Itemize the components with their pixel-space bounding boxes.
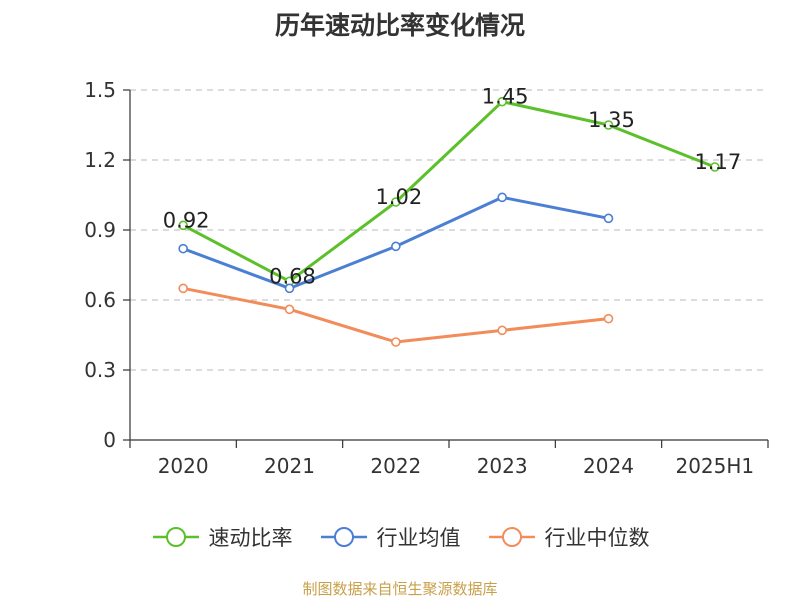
x-tick-label: 2021 [264,454,315,478]
legend-item[interactable]: 行业均值 [319,522,461,552]
data-point [178,243,188,254]
data-label: 1.45 [482,85,529,109]
data-label: 0.92 [163,208,210,232]
data-point [391,241,401,252]
data-point [497,325,507,336]
x-tick-label: 2023 [477,454,528,478]
legend-symbol [320,527,367,547]
legend-label: 行业中位数 [544,526,650,550]
data-point [603,313,614,324]
data-label: 1.02 [375,185,422,209]
legend-marker [333,527,354,547]
data-point [178,220,188,231]
chart-title: 历年速动比率变化情况 [274,11,525,40]
data-point [391,197,401,207]
legend-marker [165,527,186,547]
x-tick-label: 2025H1 [675,454,754,478]
series-line-0 [181,100,717,283]
data-point [284,304,295,315]
data-point [710,162,720,172]
legend-label: 速动比率 [208,526,293,550]
legend-marker [501,527,522,547]
data-point [603,120,614,130]
series-line-2 [181,286,610,344]
source-note: 制图数据来自恒生聚源数据库 [302,580,498,598]
legend-symbol [488,527,535,547]
y-tick-label: 1.2 [84,148,116,172]
x-tick-label: 2020 [158,454,209,478]
y-tick-label: 0.3 [84,358,116,382]
data-point [284,283,295,294]
data-point [603,213,614,224]
gridlines [130,89,768,371]
x-tick-label: 2024 [583,454,634,478]
legend-symbol [152,527,199,547]
data-label: 0.68 [269,264,316,288]
legend-item[interactable]: 速动比率 [151,522,293,552]
series-layer [178,96,720,347]
data-point [391,337,401,347]
legend-label: 行业均值 [376,526,461,550]
legend: 速动比率 行业均值 行业中位数 [0,520,800,554]
axes: 0 0.3 0.6 0.9 1.2 1.5 2020 2021 2022 2023 2024 2025… [84,78,769,478]
y-tick-label: 0.9 [84,218,116,242]
x-tick-label: 2022 [370,454,421,478]
legend-item[interactable]: 行业中位数 [487,522,650,552]
data-label: 1.17 [694,150,741,174]
y-tick-label: 1.5 [84,78,116,102]
data-labels: 0.92 0.68 1.02 1.45 1.35 1.17 [163,85,741,289]
data-label: 1.35 [588,108,635,132]
data-point [497,192,507,203]
data-point [497,96,507,107]
data-point [178,283,188,294]
y-tick-label: 0.6 [84,288,116,312]
y-tick-label: 0 [103,428,116,452]
